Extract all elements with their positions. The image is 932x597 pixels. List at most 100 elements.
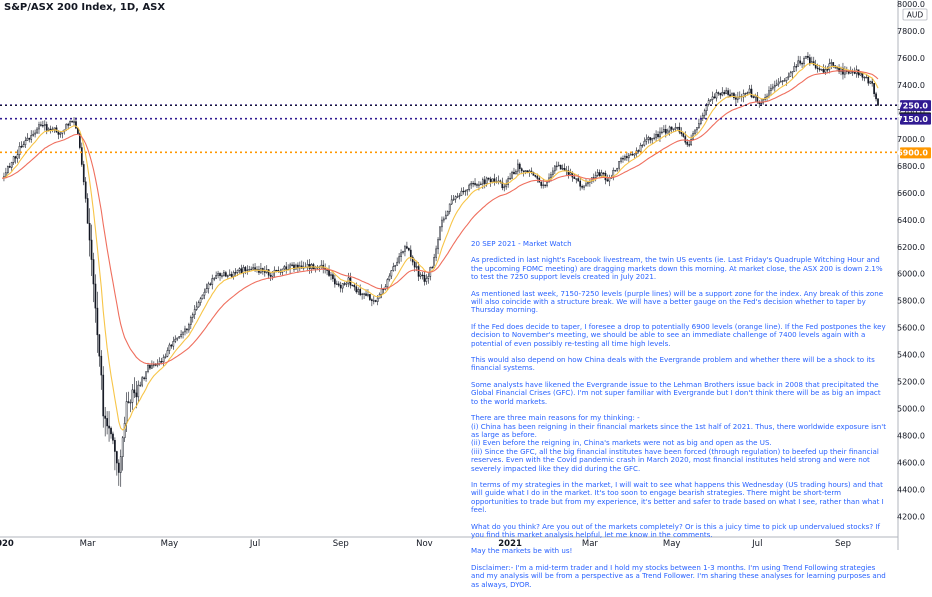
candle-body	[581, 186, 583, 188]
candle-body	[42, 124, 44, 127]
candle-body	[507, 178, 509, 185]
candle-body	[772, 86, 774, 89]
candle-body	[285, 266, 288, 270]
candle-body	[409, 249, 412, 258]
candle-body	[443, 218, 445, 221]
candle-body	[587, 181, 589, 185]
candle-body	[357, 289, 360, 293]
candle-body	[162, 357, 165, 363]
candle-body	[573, 176, 576, 179]
candle-body	[460, 190, 463, 196]
candle-body	[664, 129, 667, 134]
candle-body	[557, 164, 560, 167]
candle-body	[38, 124, 40, 130]
note-paragraph: Disclaimer:- I'm a mid-term trader and I…	[471, 562, 886, 589]
candle-body	[684, 136, 687, 143]
candle-body	[783, 80, 786, 82]
candle-body	[221, 275, 223, 277]
candle-body	[174, 338, 177, 342]
candle-body	[444, 214, 447, 220]
candle-body	[195, 306, 198, 310]
price-axis[interactable]: 4200.0 4400.0 4600.0 4800.0 5000.0 5200.0 5400…	[897, 0, 932, 550]
candle-body	[271, 272, 274, 277]
candle-body	[744, 92, 747, 95]
time-axis[interactable]: 2020 Mar May Jul Sep Nov 2021 Mar May Jul Sep	[0, 536, 898, 549]
candle-body	[452, 198, 455, 201]
candle-body	[799, 60, 801, 64]
candle-body	[34, 132, 36, 135]
candle-body	[82, 164, 85, 183]
time-tick-label: Sep	[333, 539, 349, 549]
price-tick-label: 4600.0	[897, 459, 925, 468]
candle-body	[686, 141, 689, 145]
candle-body	[65, 123, 68, 131]
candle-body	[104, 415, 107, 419]
candle-body	[733, 93, 735, 99]
candle-body	[20, 146, 23, 148]
candle-body	[236, 270, 239, 273]
candle-body	[727, 90, 729, 95]
candle-body	[283, 266, 286, 270]
candle-body	[437, 239, 439, 250]
note-paragraph: In terms of my strategies in the market,…	[471, 479, 884, 515]
candle-body	[869, 81, 872, 84]
candle-body	[14, 156, 17, 159]
candle-body	[417, 266, 420, 277]
candle-body	[676, 126, 679, 129]
candle-body	[707, 100, 710, 105]
candle-body	[172, 341, 175, 347]
candle-body	[711, 96, 714, 100]
candle-body	[717, 92, 720, 94]
candle-body	[489, 178, 492, 182]
candle-body	[575, 178, 578, 180]
candle-body	[248, 269, 251, 271]
candle-body	[824, 69, 827, 73]
candle-body	[213, 278, 216, 280]
candle-body	[215, 275, 217, 279]
candle-body	[620, 157, 622, 162]
candle-body	[624, 156, 626, 160]
candle-body	[178, 336, 180, 339]
candle-body	[555, 165, 558, 168]
candle-body	[341, 283, 344, 289]
candle-body	[291, 264, 293, 266]
candle-body	[121, 437, 124, 457]
candle-body	[542, 184, 545, 186]
time-tick-label: 2020	[0, 539, 14, 549]
time-tick-label: Jul	[249, 539, 260, 549]
price-tick-label: 6600.0	[897, 189, 925, 198]
candle-body	[193, 309, 196, 315]
candle-body	[158, 361, 161, 364]
time-tick-label: Nov	[416, 539, 433, 549]
candle-body	[24, 140, 27, 145]
candle-body	[127, 401, 130, 403]
candle-body	[182, 331, 184, 335]
candle-body	[661, 131, 663, 134]
price-chart[interactable]: 4200.0 4400.0 4600.0 4800.0 5000.0 5200.0 5400…	[0, 0, 932, 550]
candle-body	[143, 377, 145, 379]
candle-body	[12, 156, 15, 163]
candle-body	[847, 71, 850, 74]
price-tick-label: 6400.0	[897, 216, 925, 225]
candle-body	[666, 130, 669, 134]
candle-body	[205, 288, 208, 293]
plot-area[interactable]	[0, 52, 898, 487]
candle-body	[688, 144, 691, 146]
time-tick-label: Jul	[751, 539, 762, 549]
price-tick-label: 7000.0	[897, 135, 925, 144]
candle-body	[408, 248, 410, 251]
candle-body	[520, 168, 523, 171]
candle-body	[328, 270, 330, 276]
candle-body	[298, 265, 301, 269]
candle-body	[559, 164, 562, 170]
candle-body	[423, 275, 426, 282]
candle-body	[690, 139, 692, 145]
candle-body	[351, 284, 354, 287]
note-paragraph: As predicted in last night's Facebook li…	[471, 255, 883, 282]
candle-body	[147, 364, 149, 372]
candle-body	[863, 76, 866, 79]
candle-body	[503, 186, 506, 189]
candle-body	[228, 273, 231, 276]
time-tick-label: Mar	[582, 539, 599, 549]
candle-body	[57, 131, 60, 135]
